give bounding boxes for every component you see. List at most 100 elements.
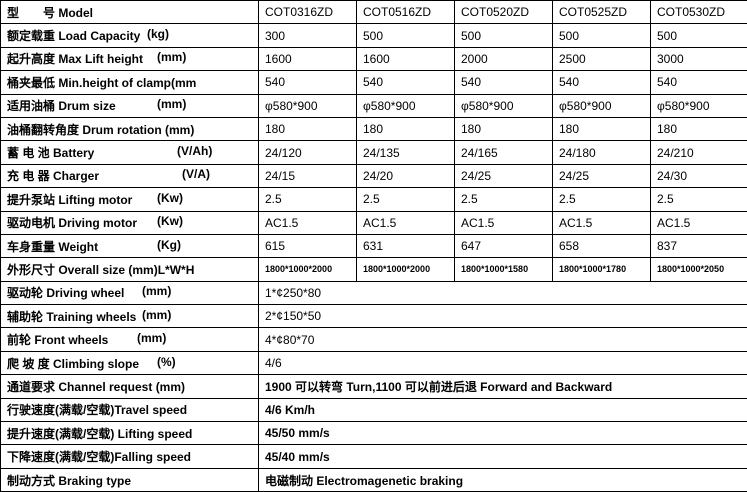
value-cell: 24/120 bbox=[258, 140, 357, 165]
label-text: 辅助轮 Training wheels bbox=[7, 309, 137, 324]
value-cell: AC1.5 bbox=[650, 210, 747, 235]
label-text: 制动方式 Braking type bbox=[7, 473, 132, 488]
model-cell: COT0530ZD bbox=[650, 0, 747, 25]
table-row: 下降速度(满载/空载)Falling speed 45/40 mm/s bbox=[0, 444, 747, 469]
row-label: 行驶速度(满载/空载)Travel speed bbox=[0, 397, 259, 423]
label-text: 行驶速度(满载/空载)Travel speed bbox=[7, 403, 188, 418]
value-cell: 615 bbox=[258, 233, 357, 259]
label-text: 适用油桶 Drum size bbox=[7, 99, 116, 114]
table-row: 桶夹最低 Min.height of clamp(mm 540 540 540 540 5… bbox=[0, 70, 747, 95]
label-text: 驱动电机 Driving motor bbox=[7, 216, 138, 231]
row-label: 驱动轮 Driving wheel (mm) bbox=[0, 280, 259, 306]
table-row: 制动方式 Braking type 电磁制动 Electromagenetic b… bbox=[0, 467, 747, 492]
label-text: 提升泵站 Lifting motor bbox=[7, 192, 133, 207]
row-label: 充 电 器 Charger (V/A) bbox=[0, 163, 259, 189]
unit-text: (mm) bbox=[157, 97, 187, 112]
value-cell: 1600 bbox=[356, 46, 455, 72]
label-text: 前轮 Front wheels bbox=[7, 333, 109, 348]
table-row: 爬 坡 度 Climbing slope (%) 4/6 bbox=[0, 350, 747, 376]
model-cell: COT0525ZD bbox=[552, 0, 651, 25]
value-cell: 2000 bbox=[454, 46, 553, 72]
table-row: 前轮 Front wheels (mm) 4*¢80*70 bbox=[0, 327, 747, 352]
value-cell: 45/50 mm/s bbox=[258, 421, 747, 446]
value-cell: 1800*1000*1780 bbox=[552, 257, 651, 282]
value-cell: 837 bbox=[650, 233, 747, 259]
value-cell: 2.5 bbox=[552, 187, 651, 212]
table-row: 驱动电机 Driving motor (Kw) AC1.5 AC1.5 AC1.5 AC1… bbox=[0, 210, 747, 235]
unit-text: (mm) bbox=[137, 331, 167, 346]
table-row: 适用油桶 Drum size (mm) φ580*900 φ580*900 φ580*9… bbox=[0, 93, 747, 118]
value-cell: φ580*900 bbox=[454, 93, 553, 118]
label-text: 提升速度(满载/空载) Lifting speed bbox=[7, 426, 193, 441]
model-label: 型 号 Model bbox=[0, 0, 259, 25]
value-cell: 180 bbox=[356, 116, 455, 142]
row-label: 额定载重 Load Capacity (kg) bbox=[0, 23, 259, 48]
unit-text: (V/Ah) bbox=[177, 144, 213, 159]
row-label: 下降速度(满载/空载)Falling speed bbox=[0, 444, 259, 469]
unit-text: (Kw) bbox=[157, 190, 183, 205]
value-cell: 500 bbox=[356, 23, 455, 48]
label-text: 下降速度(满载/空载)Falling speed bbox=[7, 450, 192, 465]
unit-text: (Kw) bbox=[157, 214, 183, 229]
table-row: 驱动轮 Driving wheel (mm) 1*¢250*80 bbox=[0, 280, 747, 306]
value-cell: 500 bbox=[552, 23, 651, 48]
value-cell: AC1.5 bbox=[552, 210, 651, 235]
value-cell: 1800*1000*2000 bbox=[258, 257, 357, 282]
label-text: 车身重量 Weight bbox=[7, 239, 99, 254]
value-cell: 24/25 bbox=[552, 163, 651, 189]
row-label: 驱动电机 Driving motor (Kw) bbox=[0, 210, 259, 235]
table-row: 车身重量 Weight (Kg) 615 631 647 658 837 bbox=[0, 233, 747, 259]
value-cell: 300 bbox=[258, 23, 357, 48]
unit-text: (mm) bbox=[157, 50, 187, 65]
label-text: 充 电 器 Charger bbox=[7, 169, 100, 184]
value-cell: 540 bbox=[356, 70, 455, 95]
table-row: 通道要求 Channel request (mm) 1900 可以转弯 Turn,… bbox=[0, 374, 747, 399]
row-label: 提升速度(满载/空载) Lifting speed bbox=[0, 421, 259, 446]
value-cell: 3000 bbox=[650, 46, 747, 72]
value-cell: 631 bbox=[356, 233, 455, 259]
row-label: 制动方式 Braking type bbox=[0, 467, 259, 492]
value-cell: 2.5 bbox=[650, 187, 747, 212]
value-cell: 180 bbox=[454, 116, 553, 142]
value-cell: 24/30 bbox=[650, 163, 747, 189]
row-label: 辅助轮 Training wheels (mm) bbox=[0, 304, 259, 329]
value-cell: 1900 可以转弯 Turn,1100 可以前进后退 Forward and B… bbox=[258, 374, 747, 399]
label-text: 通道要求 Channel request (mm) bbox=[7, 379, 186, 394]
table-row: 蓄 电 池 Battery (V/Ah) 24/120 24/135 24/165 24/… bbox=[0, 140, 747, 165]
value-cell: 1800*1000*2050 bbox=[650, 257, 747, 282]
value-cell: φ580*900 bbox=[356, 93, 455, 118]
unit-text: (mm) bbox=[142, 307, 172, 322]
value-cell: φ580*900 bbox=[552, 93, 651, 118]
table-row: 外形尺寸 Overall size (mm)L*W*H 1800*1000*200… bbox=[0, 257, 747, 282]
label-text: 油桶翻转角度 Drum rotation (mm) bbox=[7, 122, 195, 137]
header-row: 型 号 Model COT0316ZD COT0516ZD COT0520ZD … bbox=[0, 0, 747, 25]
row-label: 前轮 Front wheels (mm) bbox=[0, 327, 259, 352]
value-cell: 2.5 bbox=[356, 187, 455, 212]
row-label: 爬 坡 度 Climbing slope (%) bbox=[0, 350, 259, 376]
value-cell: φ580*900 bbox=[258, 93, 357, 118]
label-text: 桶夹最低 Min.height of clamp(mm bbox=[7, 75, 197, 90]
value-cell: 500 bbox=[454, 23, 553, 48]
value-cell: 180 bbox=[650, 116, 747, 142]
value-cell: 2.5 bbox=[258, 187, 357, 212]
row-label: 提升泵站 Lifting motor (Kw) bbox=[0, 187, 259, 212]
table-row: 充 电 器 Charger (V/A) 24/15 24/20 24/25 24/25 24… bbox=[0, 163, 747, 189]
value-cell: 500 bbox=[650, 23, 747, 48]
row-label: 桶夹最低 Min.height of clamp(mm bbox=[0, 70, 259, 95]
value-cell: 电磁制动 Electromagenetic braking bbox=[258, 467, 747, 492]
row-label: 油桶翻转角度 Drum rotation (mm) bbox=[0, 116, 259, 142]
table-row: 油桶翻转角度 Drum rotation (mm) 180 180 180 180 180 bbox=[0, 116, 747, 142]
row-label: 适用油桶 Drum size (mm) bbox=[0, 93, 259, 118]
value-cell: 24/25 bbox=[454, 163, 553, 189]
label-text: 驱动轮 Driving wheel bbox=[7, 286, 125, 301]
value-cell: 540 bbox=[454, 70, 553, 95]
value-cell: 647 bbox=[454, 233, 553, 259]
row-label: 通道要求 Channel request (mm) bbox=[0, 374, 259, 399]
value-cell: 45/40 mm/s bbox=[258, 444, 747, 469]
table-row: 行驶速度(满载/空载)Travel speed 4/6 Km/h bbox=[0, 397, 747, 423]
table-row: 提升速度(满载/空载) Lifting speed 45/50 mm/s bbox=[0, 421, 747, 446]
value-cell: 2.5 bbox=[454, 187, 553, 212]
value-cell: 540 bbox=[258, 70, 357, 95]
value-cell: 1800*1000*2000 bbox=[356, 257, 455, 282]
